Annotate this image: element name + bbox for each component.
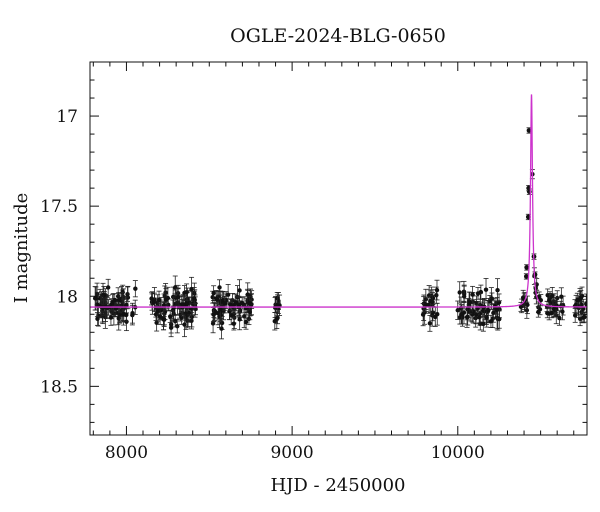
axis-tick-labels: 8000 9000 10000 17 17.5 18 18.5 [40, 107, 485, 463]
peak-data-point [523, 273, 529, 280]
data-point [123, 308, 129, 322]
data-point [110, 293, 116, 314]
data-point [217, 279, 223, 296]
data-points [92, 127, 587, 340]
data-point [237, 308, 243, 331]
data-point [160, 308, 166, 331]
data-point [116, 293, 122, 307]
x-axis-label: HJD - 2450000 [270, 475, 405, 496]
data-point [467, 291, 473, 314]
chart-title: OGLE-2024-BLG-0650 [230, 25, 446, 47]
data-point [470, 285, 476, 304]
data-point [175, 288, 181, 306]
data-point [558, 287, 564, 306]
data-point [236, 295, 242, 314]
plot-frame [89, 61, 588, 436]
data-point [180, 294, 186, 315]
data-point [191, 287, 197, 310]
data-point [423, 297, 429, 313]
data-point [457, 281, 463, 304]
y-tick-label: 18 [56, 287, 78, 307]
axis-ticks [90, 61, 587, 435]
y-tick-label: 17 [56, 107, 78, 127]
x-tick-label: 8000 [105, 443, 148, 463]
data-point [488, 314, 494, 328]
data-point [228, 298, 234, 311]
data-point [217, 297, 223, 322]
data-point [167, 310, 173, 323]
model-curve [90, 94, 587, 308]
peak-data-point [524, 264, 530, 271]
data-point [475, 287, 481, 300]
data-point [572, 308, 578, 323]
data-point [546, 293, 552, 308]
data-point [549, 287, 555, 305]
data-point [93, 286, 99, 311]
y-tick-label: 18.5 [40, 377, 78, 397]
data-point [132, 280, 138, 298]
y-tick-label: 17.5 [40, 197, 78, 217]
y-axis-label: I magnitude [11, 193, 32, 304]
plot-area [90, 94, 587, 340]
data-point [430, 292, 436, 312]
data-point [427, 315, 433, 332]
data-point [184, 283, 190, 302]
data-point [117, 307, 123, 324]
data-point [480, 316, 486, 332]
data-point [473, 304, 479, 325]
data-point [231, 316, 237, 331]
data-point [112, 293, 118, 307]
data-point [459, 304, 465, 325]
data-point [461, 285, 467, 308]
x-tick-label: 10000 [431, 443, 485, 463]
data-point [95, 305, 101, 327]
data-point [108, 309, 114, 326]
data-point [455, 300, 461, 320]
data-point [161, 293, 167, 317]
data-point [101, 286, 107, 305]
data-point [427, 289, 433, 313]
data-point [470, 299, 476, 324]
x-tick-label: 9000 [270, 443, 313, 463]
data-point [476, 311, 482, 324]
data-point [168, 318, 174, 338]
data-point [211, 300, 217, 323]
data-point [556, 310, 562, 326]
data-point [434, 279, 440, 301]
data-point [221, 295, 227, 311]
data-point [581, 311, 587, 323]
data-point [535, 306, 541, 318]
data-point [483, 278, 489, 302]
data-point [494, 301, 500, 319]
data-point [105, 278, 111, 297]
data-point [485, 298, 491, 323]
data-point [156, 290, 162, 310]
